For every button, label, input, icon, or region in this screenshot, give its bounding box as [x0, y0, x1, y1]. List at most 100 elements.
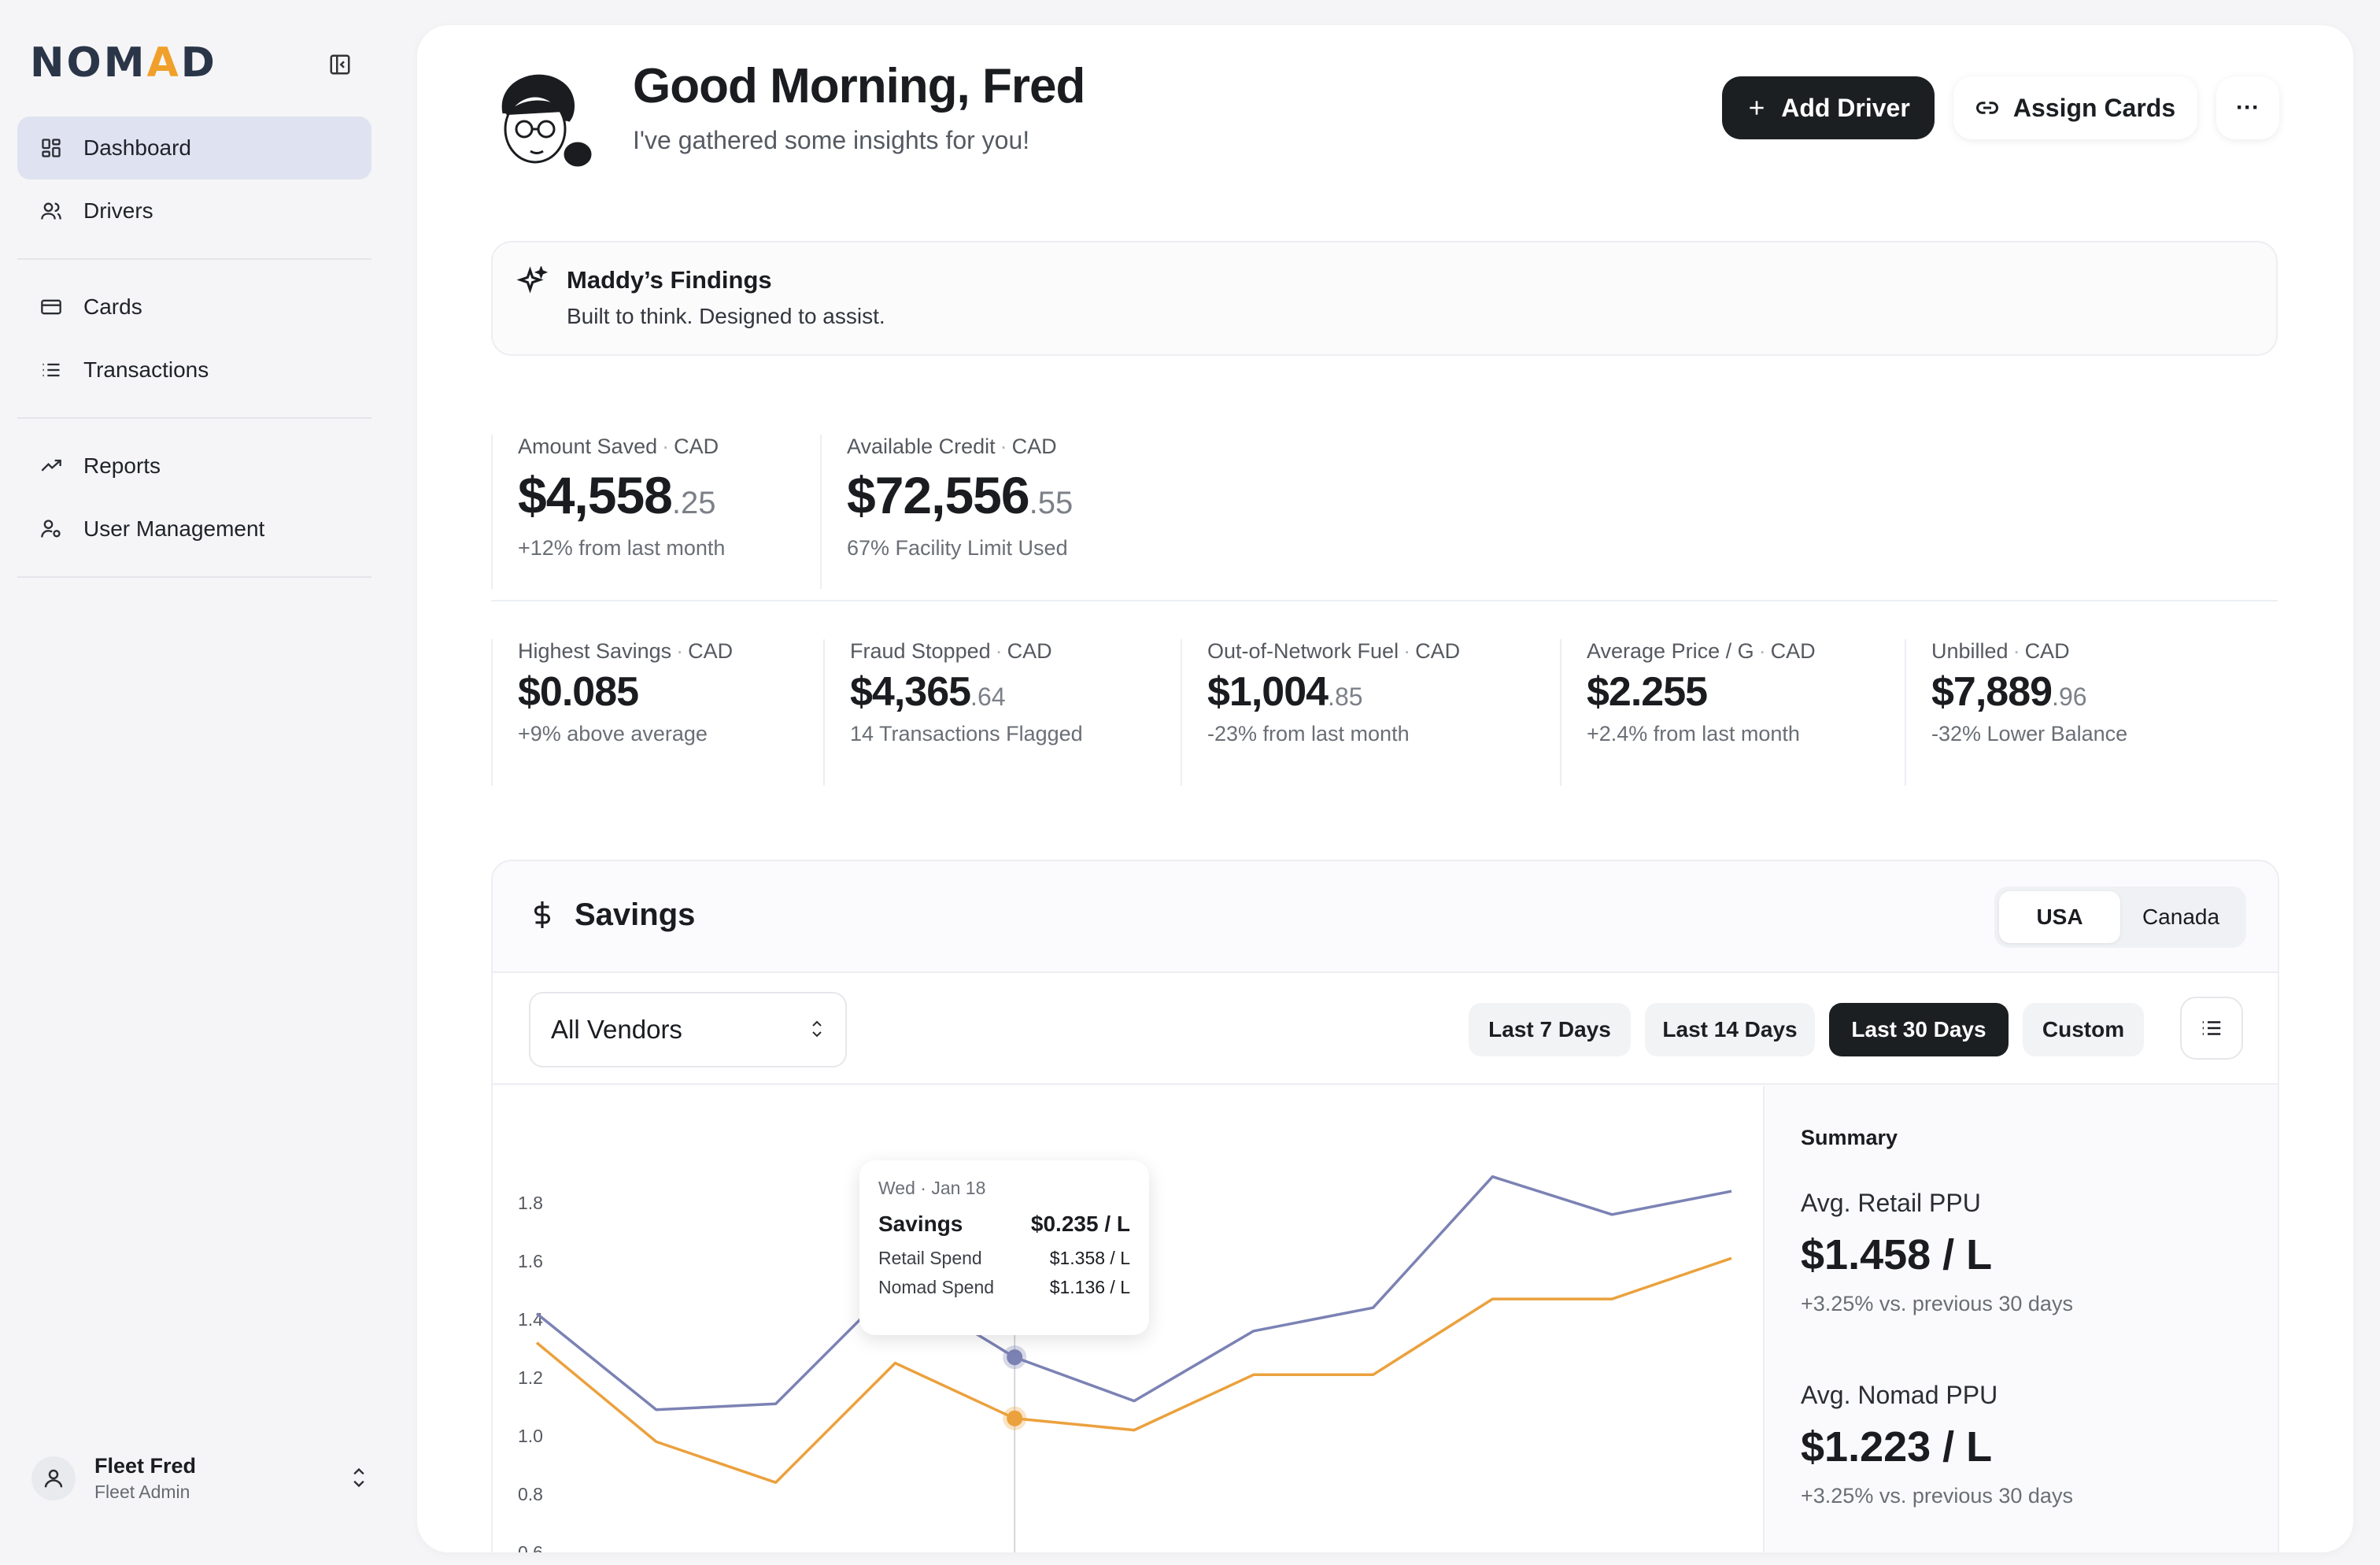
findings-subtitle: Built to think. Designed to assist.	[567, 304, 885, 328]
findings-title: Maddy’s Findings	[567, 266, 772, 294]
stat-label: Unbilled	[1931, 639, 2009, 663]
summary-title: Summary	[1801, 1126, 1898, 1149]
region-toggle: USA Canada	[1994, 886, 2246, 948]
y-tick-label: 0.8	[518, 1484, 543, 1504]
sidebar-item-label: Drivers	[83, 198, 153, 223]
summary-nomad-value: $1.223 / L	[1801, 1423, 1993, 1471]
y-tick-label: 1.6	[518, 1251, 543, 1271]
grid-icon	[38, 135, 65, 161]
sidebar-item-label: Reports	[83, 453, 161, 478]
summary-retail-value: $1.458 / L	[1801, 1231, 1993, 1278]
stat-sub: -23% from last month	[1207, 722, 1410, 746]
tooltip-retail-label: Retail Spend	[878, 1248, 982, 1268]
more-options-button[interactable]: ···	[2216, 76, 2279, 139]
stat-cents: .85	[1328, 683, 1363, 711]
savings-header: Savings USA Canada	[493, 861, 2278, 971]
stat-cents: .55	[1029, 486, 1074, 520]
summary-nomad-label: Avg. Nomad PPU	[1801, 1381, 1998, 1409]
savings-chart[interactable]: 1.8 1.6 1.4 1.2 1.0 0.8 0.6 Wed · Jan 18 Savin…	[493, 1086, 1763, 1552]
stat-value: $7,889	[1931, 669, 2053, 715]
stat-sub: +2.4% from last month	[1587, 722, 1800, 746]
stat-unbilled: Unbilled · CAD $7,889.96 -32% Lower Balanc…	[1905, 639, 2127, 786]
users-icon	[38, 198, 65, 224]
add-driver-button[interactable]: Add Driver	[1722, 76, 1935, 139]
savings-filters: All Vendors Last 7 Days Last 14 Days Las…	[493, 971, 2278, 1085]
stat-label: Highest Savings	[518, 639, 672, 663]
range-custom[interactable]: Custom	[2023, 1003, 2144, 1056]
stat-amount-saved: Amount Saved · CAD $4,558.25 +12% from las…	[491, 435, 725, 589]
sidebar-item-cards[interactable]: Cards	[17, 276, 371, 339]
sidebar-item-dashboard[interactable]: Dashboard	[17, 117, 371, 179]
summary-nomad-delta: +3.25% vs. previous 30 days	[1801, 1484, 2073, 1508]
user-cog-icon	[38, 516, 65, 542]
stat-average-price: Average Price / G · CAD $2.255 +2.4% from …	[1560, 639, 1816, 786]
add-driver-label: Add Driver	[1781, 93, 1910, 122]
sidebar-item-label: Transactions	[83, 357, 209, 382]
chevron-updown-icon	[348, 1464, 370, 1495]
nav-divider	[17, 576, 371, 578]
plus-icon	[1750, 101, 1764, 115]
list-icon	[2202, 1021, 2221, 1035]
y-tick-label: 1.8	[518, 1193, 543, 1213]
range-last-7-days[interactable]: Last 7 Days	[1469, 1003, 1631, 1056]
vendor-select[interactable]: All Vendors	[529, 992, 847, 1067]
page-subtitle: I've gathered some insights for you!	[633, 126, 1030, 154]
stat-value: $0.085	[518, 669, 639, 715]
tooltip-savings-value: $0.235 / L	[1030, 1212, 1130, 1236]
assistant-avatar	[490, 66, 600, 184]
stat-out-of-network-fuel: Out-of-Network Fuel · CAD $1,004.85 -23% f…	[1181, 639, 1460, 786]
sidebar-item-label: Cards	[83, 294, 142, 319]
nomad-logo[interactable]: NOMAD	[30, 39, 217, 87]
y-tick-label: 1.2	[518, 1367, 543, 1388]
sidebar-item-user-management[interactable]: User Management	[17, 498, 371, 561]
user-menu[interactable]: Fleet Fred Fleet Admin	[31, 1448, 370, 1508]
chart-tooltip: Wed · Jan 18 Savings $0.235 / L Retail Sp…	[859, 1160, 1149, 1335]
y-tick-label: 1.0	[518, 1426, 543, 1446]
sidebar-nav: Dashboard Drivers Cards Transactions Rep…	[17, 117, 371, 594]
sidebar-item-label: User Management	[83, 516, 265, 541]
credit-card-icon	[38, 294, 65, 320]
sidebar-item-drivers[interactable]: Drivers	[17, 179, 371, 242]
vendor-select-value: All Vendors	[551, 1015, 682, 1044]
dollar-icon	[529, 899, 556, 938]
range-last-14-days[interactable]: Last 14 Days	[1645, 1003, 1815, 1056]
sidebar-collapse-icon[interactable]	[324, 49, 356, 80]
stat-highest-savings: Highest Savings · CAD $0.085 +9% above ave…	[491, 639, 733, 786]
tooltip-retail-value: $1.358 / L	[1049, 1248, 1130, 1268]
user-name: Fleet Fred	[94, 1454, 197, 1478]
stat-value: $4,365	[850, 669, 971, 715]
summary-retail-delta: +3.25% vs. previous 30 days	[1801, 1292, 2073, 1315]
tooltip-nomad-label: Nomad Spend	[878, 1277, 995, 1297]
stat-sub: +12% from last month	[518, 536, 726, 560]
y-tick-label: 0.6	[518, 1542, 543, 1552]
stat-value: $4,558	[518, 466, 673, 524]
highlighted-point[interactable]	[1003, 1406, 1027, 1430]
region-canada[interactable]: Canada	[2142, 905, 2220, 929]
stat-cents: .96	[2052, 683, 2087, 711]
chart-options-button[interactable]	[2180, 997, 2243, 1060]
user-role: Fleet Admin	[94, 1482, 190, 1502]
stat-unit: CAD	[1011, 435, 1057, 458]
more-icon: ···	[2236, 94, 2260, 120]
savings-line-chart[interactable]: 1.8 1.6 1.4 1.2 1.0 0.8 0.6	[493, 1086, 1763, 1552]
highlighted-point[interactable]	[1003, 1345, 1027, 1370]
tooltip-nomad-value: $1.136 / L	[1049, 1277, 1130, 1297]
tooltip-savings-label: Savings	[878, 1212, 963, 1236]
sidebar-item-transactions[interactable]: Transactions	[17, 339, 371, 401]
savings-summary: Summary Avg. Retail PPU $1.458 / L +3.25…	[1763, 1086, 2278, 1552]
stat-unit: CAD	[1770, 639, 1816, 663]
stat-cents: .64	[970, 683, 1006, 711]
sidebar-item-label: Dashboard	[83, 135, 191, 160]
range-last-30-days[interactable]: Last 30 Days	[1829, 1003, 2009, 1056]
findings-card[interactable]: Maddy’s Findings Built to think. Designe…	[491, 241, 2278, 356]
stat-label: Available Credit	[847, 435, 996, 458]
savings-panel: Savings USA Canada All Vendors Last 7 Da…	[491, 860, 2279, 1552]
sidebar-item-reports[interactable]: Reports	[17, 435, 371, 498]
stat-sub: 14 Transactions Flagged	[850, 722, 1083, 746]
stat-unit: CAD	[1007, 639, 1052, 663]
summary-retail-label: Avg. Retail PPU	[1801, 1189, 1981, 1217]
assign-cards-button[interactable]: Assign Cards	[1953, 76, 2197, 139]
user-avatar-icon	[31, 1456, 76, 1500]
savings-title: Savings	[575, 897, 696, 932]
region-usa[interactable]: USA	[1999, 891, 2120, 943]
